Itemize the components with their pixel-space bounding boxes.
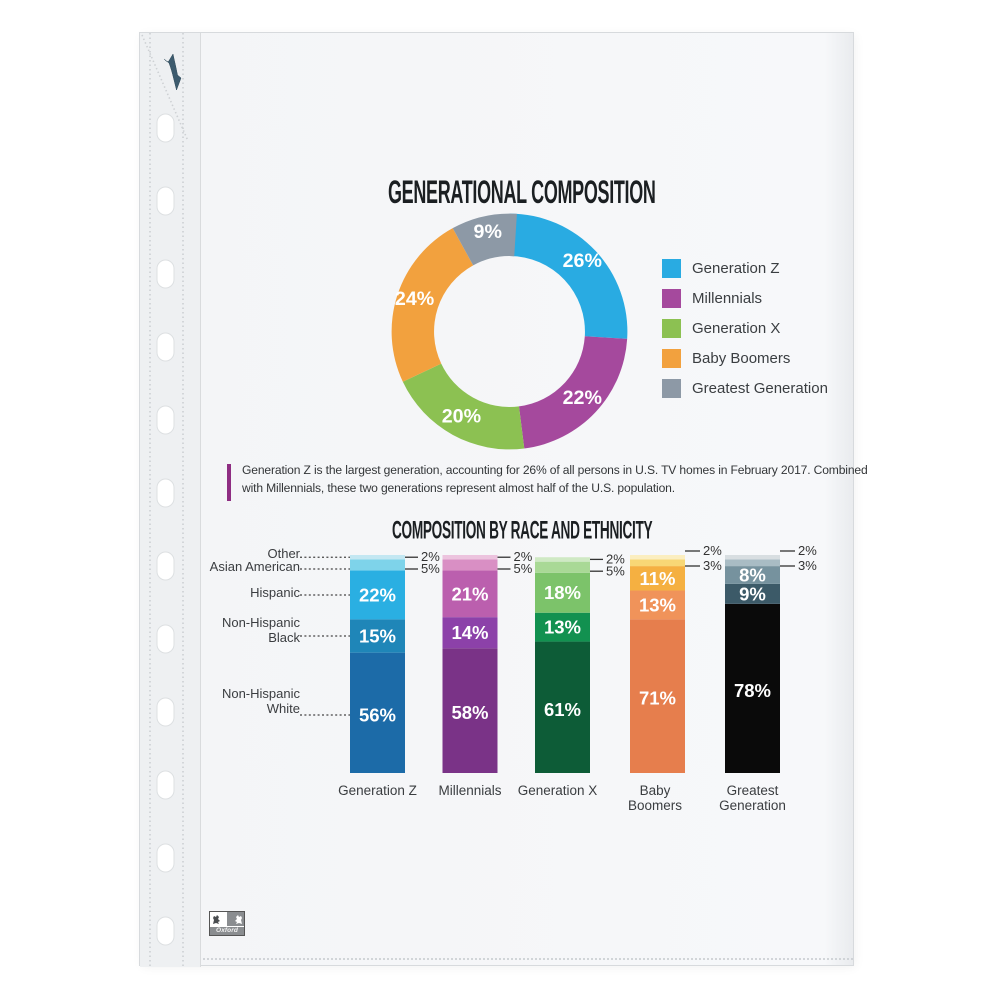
svg-text:3%: 3% xyxy=(798,558,817,573)
svg-text:61%: 61% xyxy=(544,699,581,720)
svg-text:14%: 14% xyxy=(451,622,488,643)
svg-text:9%: 9% xyxy=(739,583,766,604)
svg-text:5%: 5% xyxy=(514,561,533,576)
svg-text:8%: 8% xyxy=(739,565,766,586)
svg-text:9%: 9% xyxy=(474,221,502,243)
svg-text:13%: 13% xyxy=(639,594,676,615)
svg-text:78%: 78% xyxy=(734,680,771,701)
svg-text:21%: 21% xyxy=(451,583,488,604)
svg-text:20%: 20% xyxy=(442,406,481,428)
svg-text:22%: 22% xyxy=(359,585,396,606)
svg-text:56%: 56% xyxy=(359,704,396,725)
svg-text:2%: 2% xyxy=(798,543,817,558)
svg-text:18%: 18% xyxy=(544,582,581,603)
svg-text:3%: 3% xyxy=(703,558,722,573)
svg-text:2%: 2% xyxy=(703,543,722,558)
svg-text:5%: 5% xyxy=(606,564,625,579)
svg-text:71%: 71% xyxy=(639,688,676,709)
svg-text:5%: 5% xyxy=(421,561,440,576)
svg-text:15%: 15% xyxy=(359,626,396,647)
svg-text:58%: 58% xyxy=(451,702,488,723)
svg-text:22%: 22% xyxy=(563,387,602,409)
svg-text:24%: 24% xyxy=(395,288,434,310)
svg-text:26%: 26% xyxy=(563,250,602,272)
svg-text:11%: 11% xyxy=(639,568,675,589)
svg-text:13%: 13% xyxy=(544,617,581,638)
